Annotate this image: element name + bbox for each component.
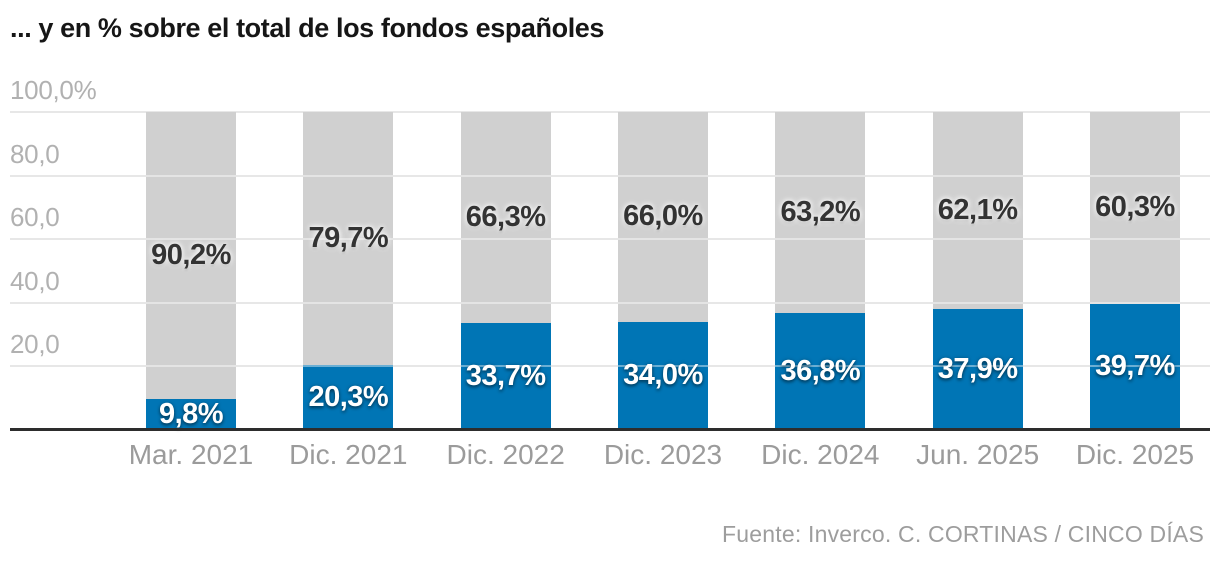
bar-gridline-overlay-20: [146, 365, 236, 368]
chart-footer: Fuente: Inverco. C. CORTINAS / CINCO DÍA…: [722, 521, 1204, 547]
gridline-80: [10, 174, 1210, 177]
bar-segment-blue: 20,3%: [303, 365, 394, 430]
bar-value-label: 34,0%: [623, 359, 703, 392]
bar-gridline-overlay-60: [775, 238, 866, 241]
bar-segment-gray: 90,2%: [146, 112, 236, 399]
bar-gridline-overlay-40: [617, 301, 708, 304]
bar-gridline-overlay-60: [1089, 238, 1180, 241]
bar-segment-blue: 9,8%: [146, 397, 236, 430]
x-tick-label-dic-2022: Dic. 2022: [446, 439, 565, 470]
bar-gridline-overlay-80: [775, 174, 866, 177]
y-tick-label-20: 20,0: [10, 329, 60, 360]
bar-group-dic-2023: 66,0% 34,0%: [617, 112, 708, 430]
bar-gridline-overlay-20: [775, 365, 866, 368]
bar-segment-gray: 60,3%: [1089, 112, 1180, 304]
bar-value-label: 66,0%: [623, 200, 703, 233]
bar-value-label: 63,2%: [780, 195, 861, 228]
bar-gridline-overlay-40: [775, 301, 866, 304]
x-tick-label-dic-2024: Dic. 2024: [761, 439, 880, 470]
bar-gridline-overlay-20: [303, 365, 394, 368]
x-tick-label-dic-2025: Dic. 2025: [1075, 439, 1195, 470]
bar-segment-gray: 66,0%: [617, 112, 708, 322]
bar-gridline-overlay-40: [1089, 301, 1180, 304]
bar-value-label: 36,8%: [780, 354, 861, 387]
bar-gridline-overlay-80: [1089, 174, 1180, 177]
gridline-40: [10, 301, 1210, 304]
x-axis-labels: Mar. 2021 Dic. 2021 Dic. 2022 Dic. 2023 Dic.…: [10, 439, 1210, 476]
chart-title: ... y en % sobre el total de los fondos …: [10, 13, 605, 43]
bar-gridline-overlay-60: [146, 238, 236, 241]
bar-segment-blue: 37,9%: [932, 309, 1023, 430]
bar-gridline-overlay-80: [146, 174, 236, 177]
x-tick-label-dic-2023: Dic. 2023: [603, 439, 723, 470]
bar-gridline-overlay-80: [303, 174, 394, 177]
plot-area: 100,0% 80,0 60,0 40,0 20,0 90,2% 9,8% 79,7% 20,3…: [10, 77, 1210, 431]
bar-value-label: 90,2%: [151, 238, 231, 271]
bar-segment-gray: 66,3%: [460, 112, 551, 323]
bar-segment-gray: 62,1%: [932, 112, 1023, 310]
bar-group-dic-2022: 66,3% 33,7%: [460, 112, 551, 430]
bar-segment-blue: 36,8%: [775, 312, 866, 430]
bar-gridline-overlay-40: [460, 301, 551, 304]
bar-value-label: 79,7%: [308, 222, 389, 255]
bar-segment-blue: 33,7%: [460, 322, 551, 430]
bar-group-dic-2025: 60,3% 39,7%: [1089, 112, 1180, 430]
gridline-100: [10, 111, 1210, 113]
bar-value-label: 33,7%: [465, 359, 546, 392]
bar-value-label: 62,1%: [937, 194, 1018, 227]
bar-group-jun-2025: 62,1% 37,9%: [932, 112, 1023, 430]
bar-value-label: 37,9%: [937, 353, 1018, 386]
bar-segment-blue: 39,7%: [1089, 303, 1180, 430]
bar-value-label: 66,3%: [465, 200, 546, 233]
bar-gridline-overlay-60: [617, 238, 708, 241]
bar-gridline-overlay-80: [617, 174, 708, 177]
y-tick-label-60: 60,0: [10, 202, 60, 233]
bar-gridline-overlay-80: [932, 174, 1023, 177]
bar-gridline-overlay-60: [460, 238, 551, 241]
bar-gridline-overlay-20: [1089, 365, 1180, 368]
y-tick-label-80: 80,0: [10, 138, 60, 169]
bar-segment-gray: 63,2%: [775, 112, 866, 313]
bar-segment-gray: 79,7%: [303, 112, 394, 366]
bar-gridline-overlay-40: [303, 301, 394, 304]
bar-gridline-overlay-80: [460, 174, 551, 177]
axis-baseline: [10, 428, 1210, 431]
bar-value-label: 20,3%: [308, 381, 389, 414]
bar-gridline-overlay-40: [146, 301, 236, 304]
bar-value-label: 39,7%: [1095, 350, 1175, 383]
bar-gridline-overlay-60: [303, 238, 394, 241]
bar-value-label: 9,8%: [158, 397, 224, 430]
gridline-20: [10, 365, 1210, 368]
bar-gridline-overlay-40: [932, 301, 1023, 304]
bar-value-label: 60,3%: [1095, 191, 1175, 224]
bar-group-dic-2024: 63,2% 36,8%: [775, 112, 866, 430]
bar-gridline-overlay-20: [460, 365, 551, 368]
bar-segment-blue: 34,0%: [617, 321, 708, 430]
bar-group-mar-2021: 90,2% 9,8%: [146, 112, 236, 430]
bar-group-dic-2021: 79,7% 20,3%: [303, 112, 394, 430]
bar-gridline-overlay-60: [932, 238, 1023, 241]
gridline-60: [10, 238, 1210, 241]
y-tick-label-100: 100,0%: [10, 75, 97, 105]
x-tick-label-jun-2025: Jun. 2025: [916, 439, 1040, 470]
x-tick-label-mar-2021: Mar. 2021: [128, 439, 254, 470]
x-tick-label-dic-2021: Dic. 2021: [289, 439, 408, 470]
bar-gridline-overlay-20: [617, 365, 708, 368]
y-tick-label-40: 40,0: [10, 265, 60, 296]
bar-gridline-overlay-20: [932, 365, 1023, 368]
